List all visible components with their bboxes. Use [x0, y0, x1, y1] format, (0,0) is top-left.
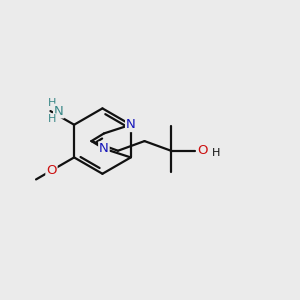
Text: N: N	[126, 118, 136, 131]
Text: N: N	[99, 142, 109, 155]
Text: O: O	[46, 164, 57, 177]
Text: H: H	[48, 114, 56, 124]
Text: H: H	[48, 98, 56, 108]
Text: N: N	[54, 105, 64, 118]
Text: H: H	[212, 148, 220, 158]
Text: O: O	[197, 144, 207, 157]
